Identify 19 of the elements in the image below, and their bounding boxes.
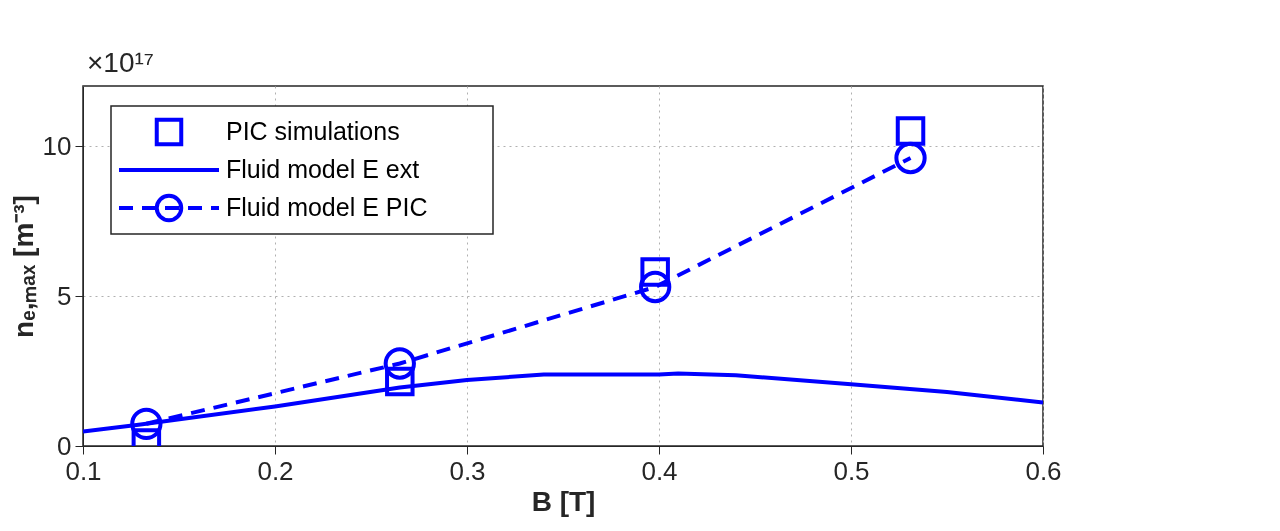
text: ×10¹⁷ bbox=[87, 47, 154, 78]
x-axis-title: B [T] bbox=[531, 485, 596, 517]
legend-label: PIC simulations bbox=[226, 117, 400, 145]
point bbox=[639, 270, 672, 304]
point bbox=[640, 257, 670, 287]
point bbox=[130, 407, 163, 440]
y-tick-label: 5 bbox=[57, 280, 72, 311]
y-tick-label: 10 bbox=[42, 130, 72, 161]
x-tick-label: 0.3 bbox=[449, 455, 486, 486]
point bbox=[895, 116, 926, 146]
legend-label: Fluid model E ext bbox=[226, 155, 420, 183]
point bbox=[385, 366, 415, 397]
x-tick-label: 0.2 bbox=[257, 455, 294, 486]
x-tick-label: 0.5 bbox=[833, 455, 870, 486]
x-tick-label: 0.6 bbox=[1025, 455, 1062, 486]
legend-label: Fluid model E PIC bbox=[226, 193, 428, 221]
x-tick-label: 0.4 bbox=[641, 455, 678, 486]
y-axis-title: nₑ,ₘₐₓ [m⁻³] bbox=[7, 195, 39, 338]
point bbox=[383, 347, 416, 380]
